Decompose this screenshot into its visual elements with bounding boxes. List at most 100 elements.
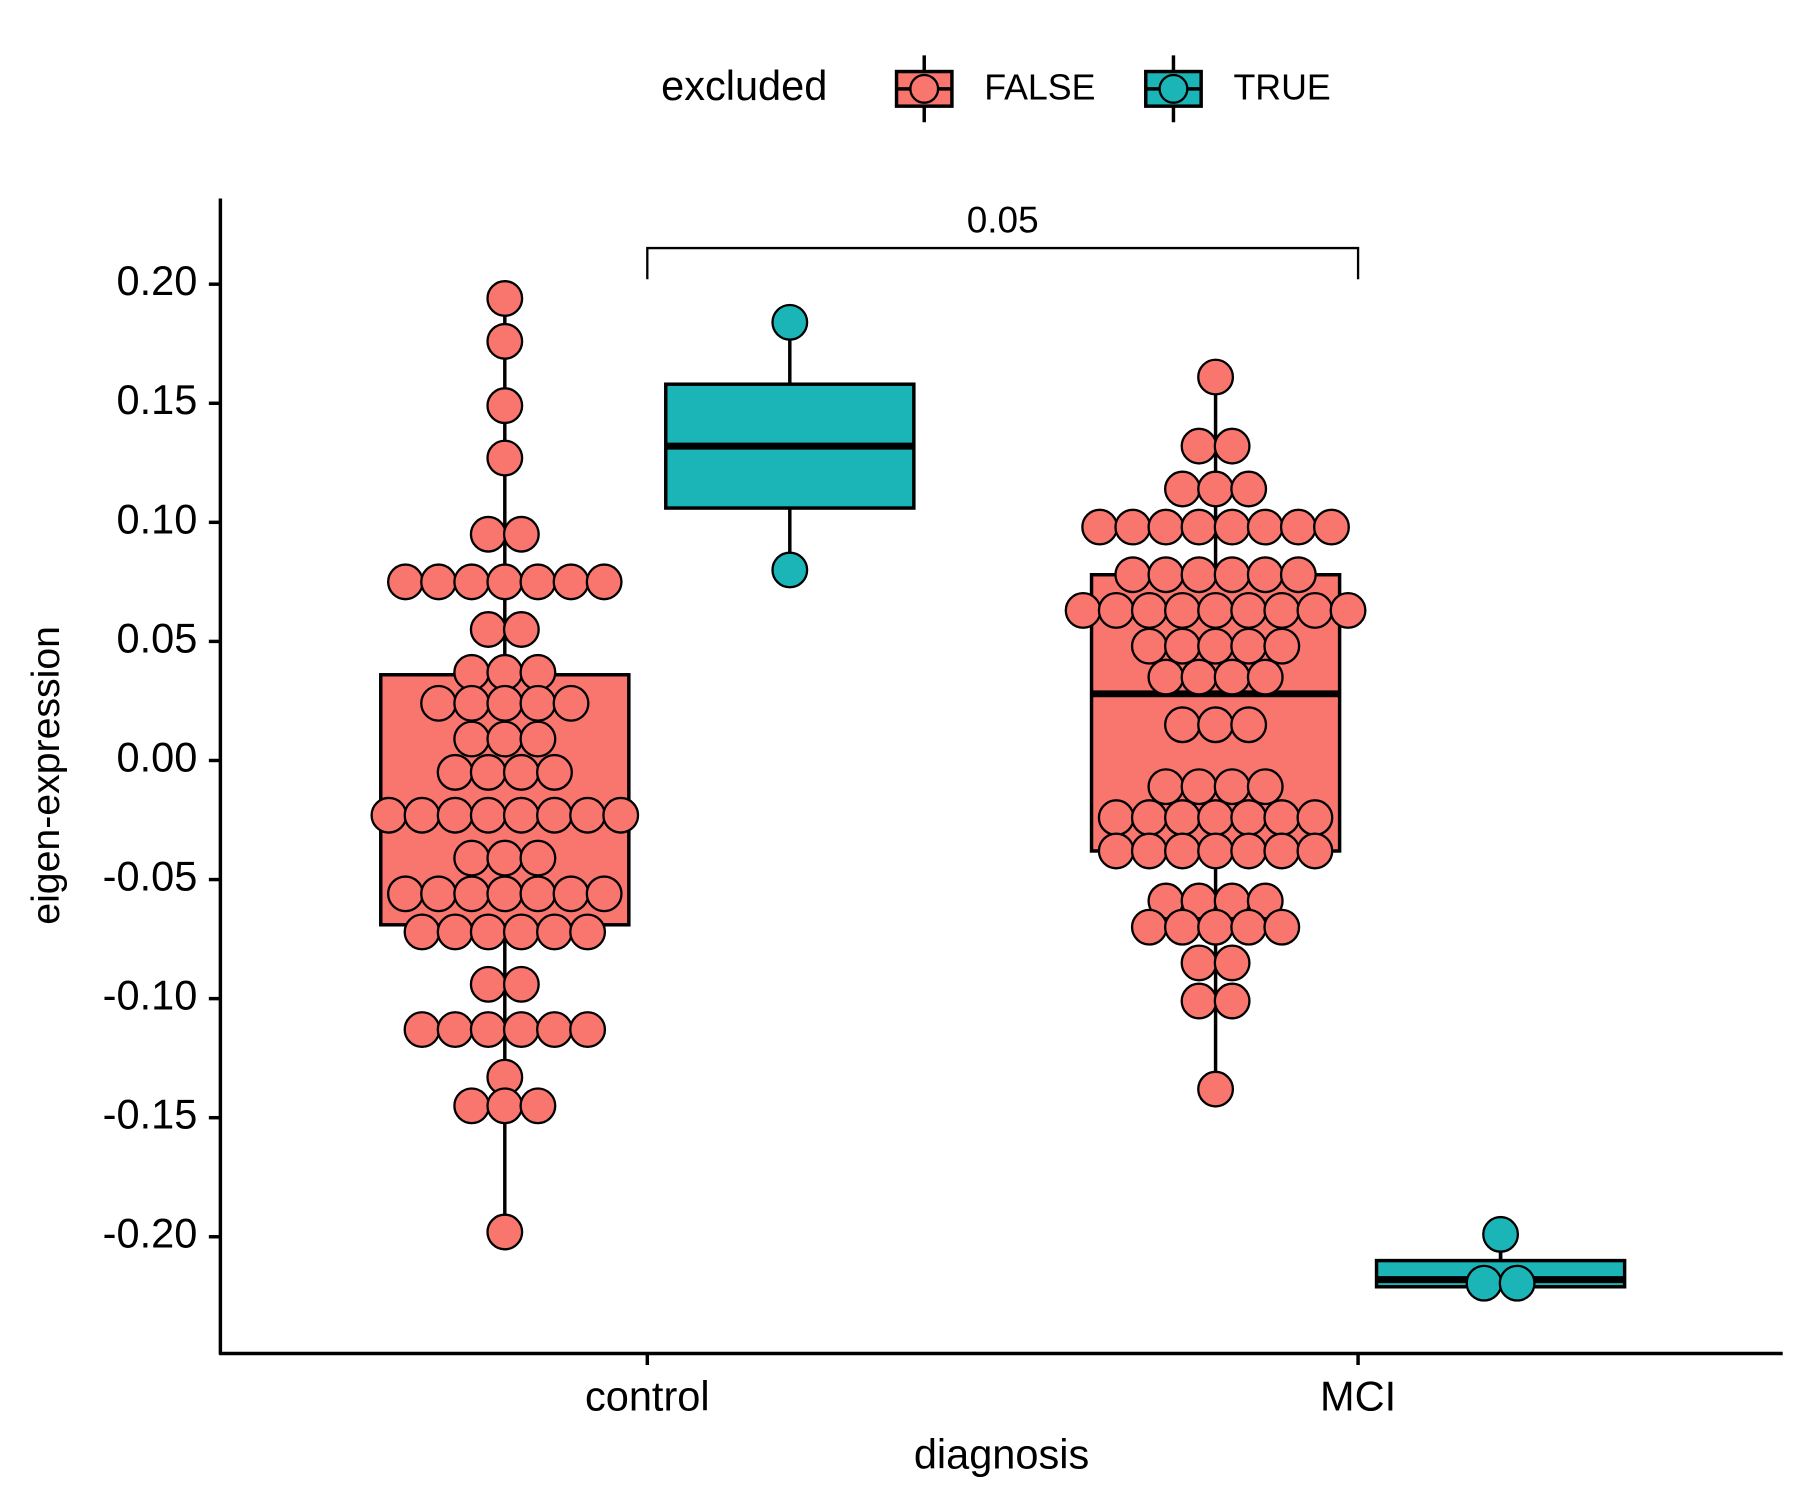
dot xyxy=(469,611,507,648)
dot xyxy=(420,563,458,601)
dot xyxy=(1180,556,1218,594)
dot xyxy=(1213,556,1251,594)
dot xyxy=(585,563,623,601)
dot xyxy=(386,875,424,913)
dot xyxy=(1197,832,1235,870)
y-tick-label: 0.05 xyxy=(116,614,197,661)
dot xyxy=(420,684,458,722)
dot xyxy=(1263,908,1301,946)
dot xyxy=(1180,944,1218,982)
dot xyxy=(469,796,507,834)
dot xyxy=(1230,706,1268,744)
y-tick-label: 0.15 xyxy=(116,376,197,423)
dot xyxy=(486,720,524,758)
dot xyxy=(1230,591,1268,629)
x-axis-label: diagnosis xyxy=(914,1430,1089,1477)
x-tick-label: control xyxy=(585,1373,710,1420)
dot xyxy=(453,720,491,758)
dot xyxy=(536,1011,573,1049)
y-tick-label: -0.15 xyxy=(103,1091,198,1138)
dot xyxy=(1246,508,1284,546)
dot xyxy=(519,563,557,601)
dot xyxy=(1130,832,1168,870)
dot xyxy=(519,1087,557,1125)
dot xyxy=(453,875,491,913)
comparison-bracket xyxy=(646,246,1360,280)
dot xyxy=(486,875,524,913)
dot xyxy=(486,839,524,877)
dot xyxy=(1213,944,1251,982)
y-tick-label: 0.00 xyxy=(116,733,197,780)
y-tick-label: 0.20 xyxy=(116,257,197,304)
legend-item: FALSE xyxy=(894,55,1096,123)
dot xyxy=(486,280,524,317)
dot xyxy=(552,563,590,601)
legend-label: FALSE xyxy=(984,67,1095,107)
dot xyxy=(1164,591,1201,629)
legend-title: excluded xyxy=(661,62,827,109)
legend-item: TRUE xyxy=(1144,55,1331,123)
dot xyxy=(1213,427,1251,465)
dot xyxy=(486,387,524,425)
dot xyxy=(486,684,524,722)
dot xyxy=(1180,982,1218,1020)
dot xyxy=(1197,1070,1235,1108)
dot xyxy=(370,796,408,834)
dot xyxy=(420,875,458,913)
x-tick-label: MCI xyxy=(1320,1373,1396,1420)
dot xyxy=(453,839,491,877)
dot xyxy=(1164,799,1201,837)
dot xyxy=(436,753,474,791)
dot xyxy=(1180,427,1218,465)
dot xyxy=(1081,508,1119,546)
dot xyxy=(1147,556,1185,594)
dot xyxy=(519,684,557,722)
dot xyxy=(536,753,573,791)
dot xyxy=(502,515,540,553)
dot xyxy=(1263,591,1301,629)
dot xyxy=(569,913,607,951)
dot xyxy=(386,563,424,601)
dot xyxy=(502,913,540,951)
dot xyxy=(403,796,441,834)
dot xyxy=(585,875,623,913)
y-tick-label: -0.10 xyxy=(103,972,198,1019)
dot xyxy=(1147,508,1185,546)
dot xyxy=(469,913,507,951)
dot xyxy=(1197,908,1235,946)
dot xyxy=(519,839,557,877)
dot xyxy=(1230,832,1268,870)
dot xyxy=(502,965,540,1003)
dot xyxy=(403,913,441,951)
dot xyxy=(569,1011,607,1049)
dot xyxy=(1246,768,1284,806)
dot xyxy=(1279,508,1317,546)
dot xyxy=(1197,470,1235,508)
dot xyxy=(1263,832,1301,870)
dot xyxy=(1164,470,1201,508)
dot xyxy=(453,563,491,601)
dot xyxy=(1230,627,1268,665)
dot xyxy=(1064,591,1102,629)
dot xyxy=(1213,658,1251,696)
dot xyxy=(1482,1215,1520,1253)
dot xyxy=(1263,799,1301,837)
dot xyxy=(1313,508,1350,546)
dot xyxy=(1114,556,1152,594)
dot xyxy=(519,653,557,691)
dot xyxy=(486,322,524,360)
dot xyxy=(552,875,590,913)
dot xyxy=(771,303,809,341)
dot xyxy=(1097,799,1135,837)
dot xyxy=(1180,768,1218,806)
dot xyxy=(436,913,474,951)
dot xyxy=(1246,882,1284,920)
dot xyxy=(502,611,540,648)
dot xyxy=(1246,556,1284,594)
dot xyxy=(1164,832,1201,870)
dot xyxy=(469,965,507,1003)
dot xyxy=(502,1011,540,1049)
dot xyxy=(1164,706,1201,744)
dot xyxy=(1197,591,1235,629)
